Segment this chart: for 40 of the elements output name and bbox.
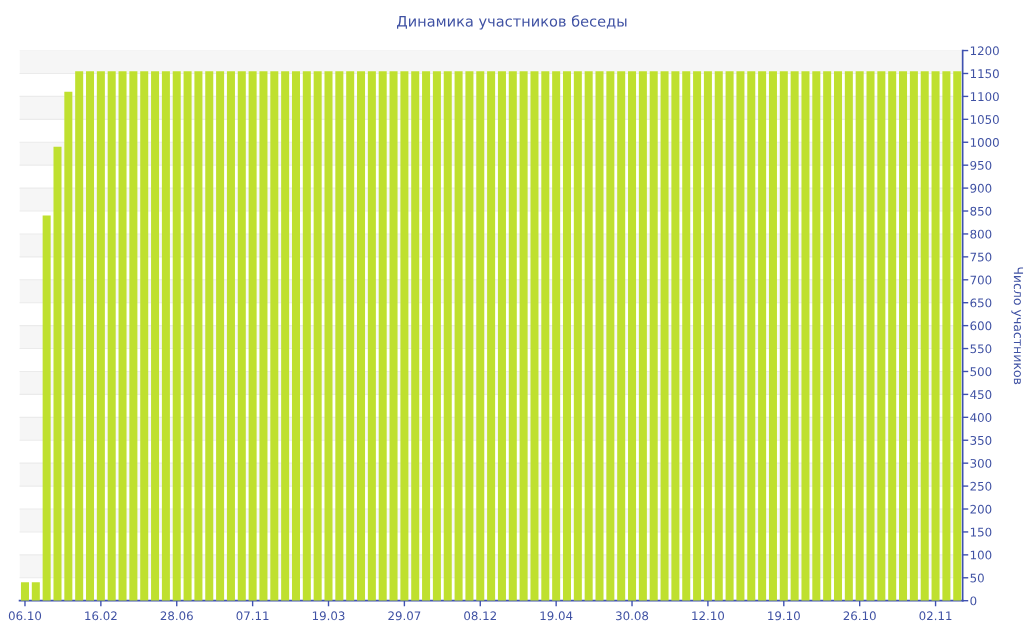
y-tick-label: 1050	[970, 115, 999, 124]
y-tick-label: 1000	[970, 137, 999, 147]
y-tick-label: 850	[970, 206, 992, 216]
y-tick-label: 650	[970, 298, 992, 308]
y-tick-label: 200	[970, 504, 992, 514]
x-tick-label: 02.11	[919, 611, 952, 621]
y-tick-label: 300	[970, 458, 992, 468]
y-tick-label: 600	[970, 321, 992, 331]
y-tick-label: 1100	[970, 92, 999, 102]
y-tick-label: 1150	[970, 69, 999, 79]
y-tick-label: 250	[970, 481, 992, 491]
x-tick-label: 28.06	[160, 611, 193, 621]
y-tick-label: 800	[970, 229, 992, 239]
y-tick-label: 1200	[970, 46, 999, 56]
x-tick-label: 12.10	[692, 611, 725, 621]
y-tick-label: 950	[970, 160, 992, 170]
y-axis-title: Число участников	[1011, 267, 1024, 385]
y-tick-label: 400	[970, 413, 992, 422]
y-tick-label: 500	[970, 367, 992, 377]
x-tick-label: 26.10	[843, 611, 876, 621]
x-tick-label: 16.02	[85, 611, 117, 621]
y-tick-label: 350	[970, 435, 992, 445]
chart-title: Динамика участников беседы	[397, 15, 627, 30]
y-tick-label: 150	[970, 527, 992, 537]
x-tick-label: 06.10	[8, 611, 42, 621]
x-tick-label: 07.11	[236, 611, 269, 621]
x-tick-label: 29.07	[388, 611, 421, 621]
x-tick-label: 08.12	[464, 611, 496, 621]
y-tick-label: 50	[970, 573, 984, 583]
x-tick-label: 19.10	[768, 611, 800, 621]
y-tick-label: 550	[970, 344, 992, 354]
y-tick-label: 100	[970, 550, 992, 560]
y-tick-label: 900	[970, 183, 992, 193]
x-tick-label: 19.03	[312, 611, 345, 621]
x-tick-label: 19.04	[540, 611, 573, 621]
x-tick-label: 30.08	[616, 611, 649, 621]
y-tick-label: 450	[970, 390, 992, 400]
y-tick-label: 0	[970, 596, 977, 606]
y-tick-label: 700	[970, 275, 992, 285]
y-tick-label: 750	[970, 252, 992, 262]
